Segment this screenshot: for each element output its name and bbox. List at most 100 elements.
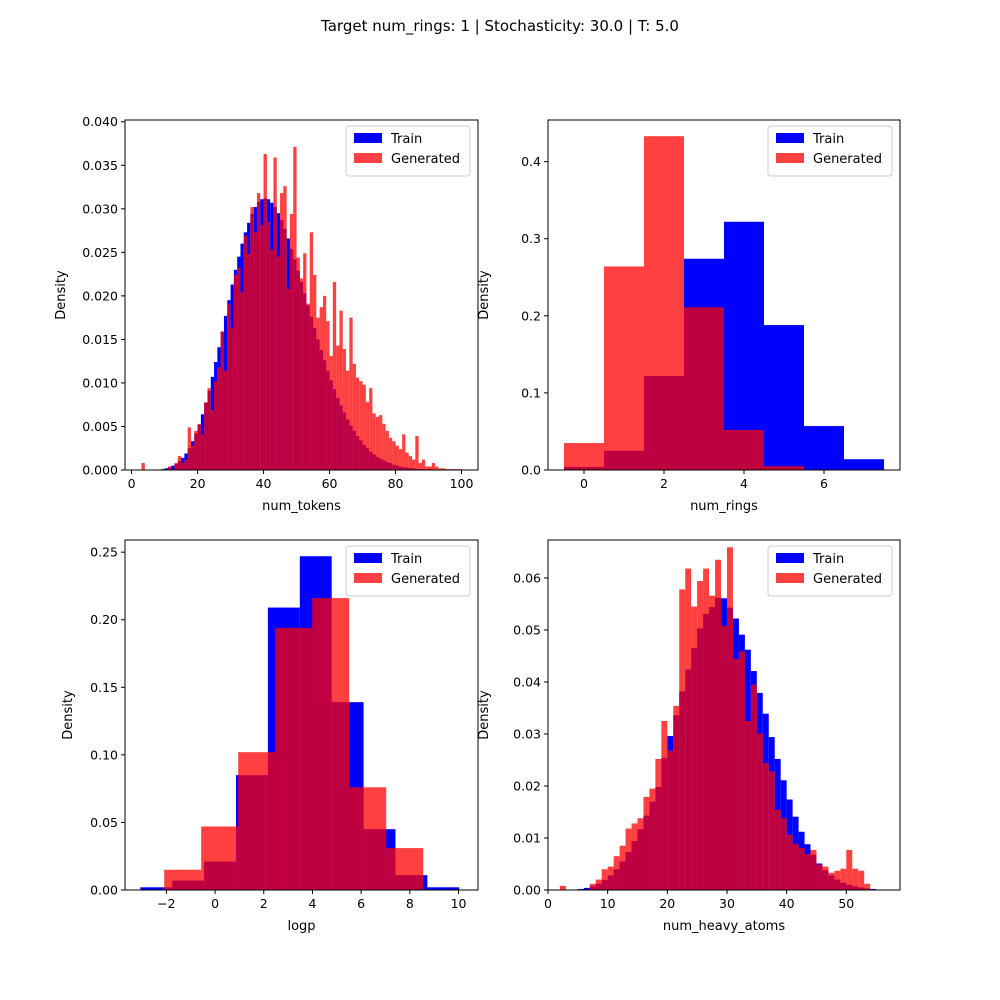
histogram-bar — [644, 136, 684, 470]
series-generated — [141, 146, 462, 471]
histogram-bar — [726, 547, 733, 890]
histogram-bar — [425, 466, 429, 470]
x-tick-label: 8 — [406, 896, 414, 911]
histogram-bar — [870, 888, 877, 890]
y-tick-label: 0.15 — [90, 680, 118, 695]
histogram-bar — [329, 355, 333, 470]
histogram-bar — [435, 466, 439, 470]
histogram-bar — [140, 887, 173, 890]
histogram-bar — [141, 463, 145, 470]
y-tick-label: 0.020 — [82, 288, 118, 303]
histogram-bar — [421, 459, 426, 470]
histogram-bar — [319, 307, 323, 470]
histogram-bar — [438, 468, 442, 470]
x-tick-label: 20 — [659, 896, 675, 911]
y-tick-label: 0.01 — [513, 830, 541, 845]
histogram-bar — [247, 254, 251, 470]
legend-label: Generated — [391, 152, 460, 167]
histogram-bar — [369, 388, 373, 470]
legend-label: Generated — [391, 572, 460, 587]
histogram-bar — [184, 459, 188, 470]
histogram-bar — [240, 292, 244, 470]
y-tick-label: 0.010 — [82, 375, 118, 390]
x-tick-label: 6 — [820, 476, 828, 491]
histogram-bar — [441, 468, 446, 470]
histogram-bar — [577, 888, 584, 890]
x-tick-label: 10 — [451, 896, 467, 911]
axes-frame — [124, 119, 479, 471]
y-tick-label: 0.025 — [82, 245, 118, 260]
histogram-bar — [392, 441, 396, 470]
histogram-bar — [243, 235, 248, 470]
histogram-bar — [691, 606, 698, 890]
histogram-bar — [276, 256, 281, 470]
histogram-bar — [237, 268, 241, 470]
x-tick-label: 10 — [600, 896, 616, 911]
histogram-bar — [164, 869, 202, 890]
x-axis-label: num_heavy_atoms — [663, 919, 785, 934]
histogram-bar — [342, 348, 347, 470]
histogram-bar — [312, 598, 350, 890]
histogram-bar — [564, 443, 604, 470]
x-tick-label: 0 — [128, 476, 136, 491]
histogram-bar — [223, 370, 228, 470]
histogram-bar — [661, 720, 668, 890]
histogram-bar — [395, 445, 399, 470]
y-tick-label: 0.035 — [82, 158, 118, 173]
histogram-bar — [589, 883, 596, 890]
x-tick-label: 4 — [308, 896, 316, 911]
histogram-bar — [864, 883, 871, 890]
histogram-bar — [204, 402, 208, 470]
histogram-bar — [339, 310, 343, 470]
histogram-bar — [427, 887, 460, 890]
histogram-bar — [431, 463, 436, 470]
histogram-bar — [619, 845, 626, 890]
histogram-bar — [744, 720, 751, 890]
y-tick-label: 0.040 — [82, 114, 118, 129]
legend: Train Generated — [767, 125, 893, 177]
y-tick-label: 0.015 — [82, 332, 118, 347]
histogram-bar — [398, 449, 403, 470]
legend-swatch — [776, 153, 804, 163]
histogram-bar — [798, 847, 805, 890]
legend-swatch — [776, 573, 804, 583]
histogram-bar — [309, 232, 314, 470]
y-tick-label: 0.00 — [513, 883, 541, 898]
histogram-bar — [332, 281, 337, 470]
y-axis-label: Density — [477, 690, 492, 740]
histogram-bar — [762, 763, 769, 890]
histogram-bar — [810, 849, 817, 890]
y-tick-label: 0.03 — [513, 726, 541, 741]
y-tick-label: 0.02 — [513, 778, 541, 793]
series-generated — [164, 598, 424, 890]
y-tick-label: 0.3 — [521, 231, 541, 246]
histogram-bar — [270, 249, 274, 470]
histogram-bar — [402, 434, 406, 470]
histogram-bar — [768, 771, 775, 890]
histogram-bar — [412, 459, 416, 470]
x-axis-label: num_rings — [690, 499, 758, 514]
series-generated — [564, 136, 804, 470]
histogram-bar — [260, 225, 264, 470]
histogram-bar — [322, 295, 327, 470]
histogram-bar — [386, 848, 424, 890]
histogram-bar — [792, 843, 799, 890]
histogram-bar — [840, 868, 847, 890]
subplot-num-heavy-atoms: 0 10 20 30 40 50 0.00 0.01 0.02 0.03 0.04 0.05 0.06 n… — [477, 539, 901, 934]
x-tick-label: 40 — [779, 896, 795, 911]
histogram-bar — [697, 581, 704, 890]
legend: Train Generated — [767, 545, 893, 597]
legend-swatch — [354, 133, 382, 143]
histogram-bar — [852, 868, 859, 890]
histogram-bar — [174, 463, 178, 470]
histogram-bar — [313, 274, 317, 470]
y-tick-label: 0.2 — [521, 308, 541, 323]
histogram-bar — [724, 429, 764, 470]
histogram-bar — [822, 866, 829, 890]
histogram-bar — [326, 321, 330, 470]
x-tick-label: 50 — [838, 896, 854, 911]
histogram-bar — [283, 186, 287, 471]
histogram-bar — [349, 787, 387, 890]
histogram-bar — [375, 416, 380, 470]
subplot-num-rings: 0 2 4 6 0.0 0.1 0.2 0.3 0.4 num_rings Density Train… — [477, 119, 901, 514]
